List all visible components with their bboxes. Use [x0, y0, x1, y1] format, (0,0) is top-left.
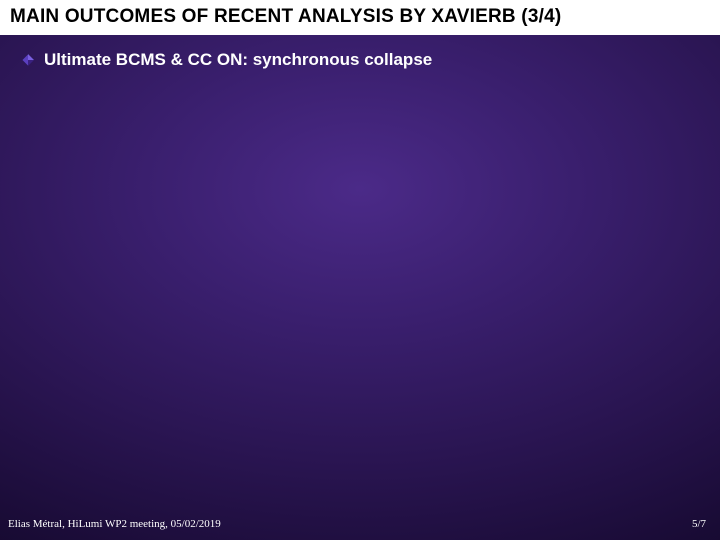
diamond-bullet-icon [22, 54, 34, 66]
footer-author-meeting-date: Elias Métral, HiLumi WP2 meeting, 05/02/… [8, 518, 221, 530]
slide: MAIN OUTCOMES OF RECENT ANALYSIS BY XAVI… [0, 0, 720, 540]
slide-title: MAIN OUTCOMES OF RECENT ANALYSIS BY XAVI… [10, 6, 710, 28]
title-bar: MAIN OUTCOMES OF RECENT ANALYSIS BY XAVI… [0, 0, 720, 35]
footer-page-number: 5/7 [692, 518, 706, 530]
bullet-row: Ultimate BCMS & CC ON: synchronous colla… [22, 50, 432, 70]
bullet-text: Ultimate BCMS & CC ON: synchronous colla… [44, 50, 432, 70]
